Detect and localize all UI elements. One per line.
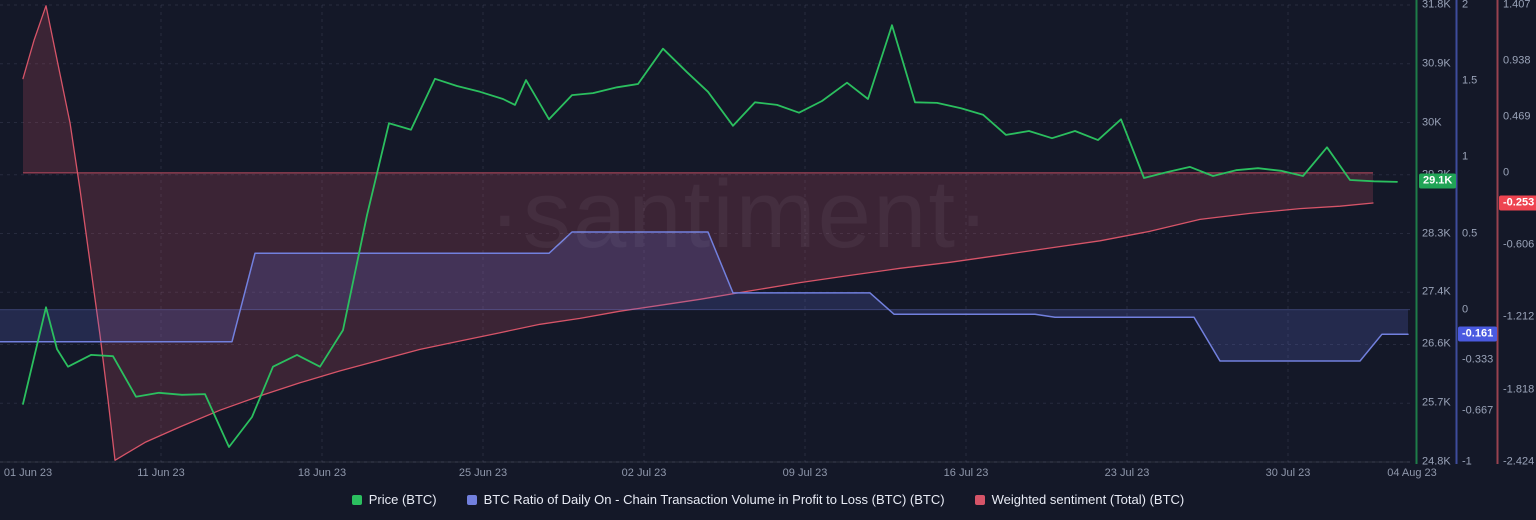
price-tick-label: 25.7K <box>1422 396 1451 409</box>
ratio-legend-swatch-icon <box>466 494 477 505</box>
legend-item-ratio[interactable]: BTC Ratio of Daily On - Chain Transactio… <box>466 492 945 507</box>
ratio-series-line <box>0 231 1409 362</box>
date-label: 16 Jul 23 <box>943 467 989 479</box>
date-label: 25 Jun 23 <box>458 467 508 479</box>
date-label: 04 Aug 23 <box>1387 467 1437 479</box>
sentiment-series-line <box>22 5 1374 461</box>
sentiment-tick-label: 1.407 <box>1503 0 1531 11</box>
ratio-tick-label: 0 <box>1462 303 1469 316</box>
ratio-tick-label: 2 <box>1462 0 1469 11</box>
legend-item-sentiment[interactable]: Weighted sentiment (Total) (BTC) <box>974 492 1185 507</box>
price-line <box>22 24 1398 448</box>
price-tick-label: 26.6K <box>1422 337 1451 350</box>
date-label: 11 Jun 23 <box>137 467 185 479</box>
sentiment-tick-label: -2.424 <box>1503 455 1535 468</box>
price-tick-label: 24.8K <box>1422 455 1451 468</box>
ratio-tick-label: -0.667 <box>1462 404 1494 417</box>
date-label: 02 Jul 23 <box>621 467 667 479</box>
sentiment-tick-label: 0.469 <box>1503 110 1531 123</box>
price-tick-label: 28.3K <box>1422 227 1451 239</box>
date-label: 30 Jul 23 <box>1265 467 1311 479</box>
legend-label: Price (BTC) <box>368 492 437 507</box>
ratio-last-value-badge: -0.161 <box>1458 326 1498 342</box>
sentiment-legend-swatch-icon <box>974 494 985 505</box>
legend-label: BTC Ratio of Daily On - Chain Transactio… <box>483 492 945 507</box>
ratio-tick-label: -0.333 <box>1462 353 1494 366</box>
sentiment-tick-label: -1.212 <box>1503 310 1535 323</box>
legend-label: Weighted sentiment (Total) (BTC) <box>991 492 1185 507</box>
sentiment-fill <box>23 5 1373 461</box>
price-legend-swatch-icon <box>351 494 362 505</box>
date-label: 23 Jul 23 <box>1104 467 1150 479</box>
ratio-tick-label: 1 <box>1462 150 1469 163</box>
ratio-tick-label: 1.5 <box>1462 74 1478 87</box>
ratio-tick-label: 0.5 <box>1462 227 1478 239</box>
sentiment-tick-label: 0 <box>1503 166 1510 179</box>
ratio-area <box>0 231 1410 362</box>
sentiment-area <box>22 5 1374 461</box>
price-tick-label: 30.9K <box>1422 57 1451 70</box>
ratio-tick-label: -1 <box>1462 455 1472 468</box>
price-tick-label: 31.8K <box>1422 0 1451 11</box>
price-tick-label: 27.4K <box>1422 285 1451 298</box>
sentiment-tick-label: -1.818 <box>1503 383 1535 396</box>
sentiment-tick-label: -0.606 <box>1503 238 1535 251</box>
date-label: 01 Jun 23 <box>3 467 53 479</box>
sentiment-tick-label: 0.938 <box>1503 54 1531 67</box>
price-tick-label: 30K <box>1422 116 1442 128</box>
legend-item-price[interactable]: Price (BTC) <box>351 492 437 507</box>
chart-legend: Price (BTC) BTC Ratio of Daily On - Chain… <box>0 492 1536 507</box>
date-label: 18 Jun 23 <box>297 467 347 479</box>
axis-lines <box>1415 0 1499 464</box>
price-series-line <box>22 24 1398 448</box>
ratio-fill <box>0 232 1408 361</box>
gridlines <box>0 4 1410 463</box>
price-last-value-badge: 29.1K <box>1419 173 1457 189</box>
date-label: 09 Jul 23 <box>782 467 828 479</box>
sentiment-last-value-badge: -0.253 <box>1499 195 1536 211</box>
